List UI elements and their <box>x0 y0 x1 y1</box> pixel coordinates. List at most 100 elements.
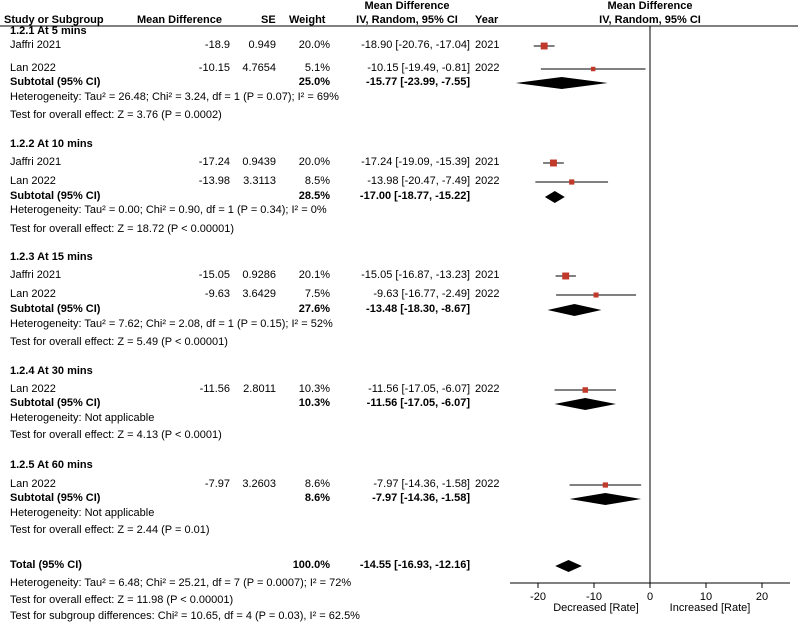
study-weight: 8.6% <box>304 478 330 490</box>
x-tick-label: 20 <box>756 591 768 603</box>
study-ci: -11.56 [-17.05, -6.07] <box>368 383 470 395</box>
study-weight: 7.5% <box>304 288 330 300</box>
subtotal-ci: -15.77 [-23.99, -7.55] <box>366 76 470 88</box>
study-se: 0.949 <box>248 39 276 51</box>
header-year: Year <box>475 14 499 26</box>
study-ci: -7.97 [-14.36, -1.58] <box>373 478 470 490</box>
study-weight: 5.1% <box>304 62 330 74</box>
total-overall-effect: Test for overall effect: Z = 11.98 (P < … <box>10 594 234 606</box>
study-year: 2022 <box>475 62 500 74</box>
header-plot-bottom: IV, Random, 95% CI <box>599 14 701 26</box>
study-md: -13.98 <box>198 175 230 187</box>
study-name: Jaffri 2021 <box>10 156 62 168</box>
heterogeneity-text: Heterogeneity: Tau² = 7.62; Chi² = 2.08,… <box>10 318 333 330</box>
subtotal-diamond <box>515 77 608 89</box>
study-se: 3.3113 <box>243 175 276 187</box>
study-name: Jaffri 2021 <box>10 269 62 281</box>
study-square <box>593 292 599 298</box>
subtotal-ci: -13.48 [-18.30, -8.67] <box>366 303 470 315</box>
overall-effect-text: Test for overall effect: Z = 4.13 (P < 0… <box>10 429 222 441</box>
study-md: -18.9 <box>204 39 230 51</box>
overall-effect-text: Test for overall effect: Z = 2.44 (P = 0… <box>10 524 210 536</box>
study-se: 2.8011 <box>243 383 276 395</box>
study-ci: -9.63 [-16.77, -2.49] <box>373 288 470 300</box>
study-square <box>569 179 575 185</box>
subtotal-diamond <box>544 191 565 203</box>
study-md: -9.63 <box>204 288 230 300</box>
study-year: 2021 <box>475 156 500 168</box>
subtotal-label: Subtotal (95% CI) <box>10 397 101 409</box>
study-square <box>590 66 596 72</box>
study-md: -7.97 <box>204 478 230 490</box>
subgroup-differences: Test for subgroup differences: Chi² = 10… <box>10 610 360 622</box>
study-year: 2022 <box>475 383 500 395</box>
subtotal-diamond <box>554 398 617 410</box>
heterogeneity-text: Heterogeneity: Tau² = 0.00; Chi² = 0.90,… <box>10 204 327 216</box>
study-se: 0.9286 <box>242 269 276 281</box>
subtotal-weight: 28.5% <box>298 190 330 202</box>
x-tick-label: 10 <box>700 591 712 603</box>
study-square <box>540 42 548 50</box>
header-ci-top: Mean Difference <box>364 0 450 12</box>
total-diamond <box>555 560 582 572</box>
study-name: Lan 2022 <box>10 62 56 74</box>
x-tick-label: 0 <box>647 591 653 603</box>
study-weight: 20.0% <box>298 156 330 168</box>
subtotal-label: Subtotal (95% CI) <box>10 76 101 88</box>
total-label: Total (95% CI) <box>10 559 82 571</box>
subtotal-ci: -17.00 [-18.77, -15.22] <box>359 190 470 202</box>
overall-effect-text: Test for overall effect: Z = 18.72 (P < … <box>10 223 235 235</box>
subtotal-weight: 25.0% <box>298 76 330 88</box>
subgroup-title: 1.2.1 At 5 mins <box>10 25 87 37</box>
header-mean-difference: Mean Difference <box>137 14 222 26</box>
study-square <box>549 159 557 167</box>
study-ci: -13.98 [-20.47, -7.49] <box>367 175 470 187</box>
subgroup-title: 1.2.5 At 60 mins <box>10 459 93 471</box>
header-ci-bottom: IV, Random, 95% CI <box>356 14 458 26</box>
study-se: 3.2603 <box>242 478 276 490</box>
subtotal-label: Subtotal (95% CI) <box>10 190 101 202</box>
study-name: Lan 2022 <box>10 478 56 490</box>
x-label-right: Increased [Rate] <box>670 602 751 614</box>
study-square <box>582 387 589 393</box>
study-weight: 8.5% <box>304 175 330 187</box>
study-md: -15.05 <box>198 269 230 281</box>
x-tick-label: -20 <box>530 591 546 603</box>
study-md: -10.15 <box>198 62 230 74</box>
heterogeneity-text: Heterogeneity: Tau² = 26.48; Chi² = 3.24… <box>10 91 339 103</box>
study-year: 2022 <box>475 288 500 300</box>
study-name: Jaffri 2021 <box>10 39 62 51</box>
overall-effect-text: Test for overall effect: Z = 3.76 (P = 0… <box>10 109 222 121</box>
study-year: 2021 <box>475 39 500 51</box>
study-ci: -18.90 [-20.76, -17.04] <box>361 39 470 51</box>
subtotal-weight: 27.6% <box>298 303 330 315</box>
study-ci: -17.24 [-19.09, -15.39] <box>361 156 470 168</box>
header-weight: Weight <box>289 14 326 26</box>
study-square <box>562 272 570 280</box>
study-weight: 20.1% <box>298 269 330 281</box>
study-weight: 10.3% <box>298 383 330 395</box>
subgroup-title: 1.2.2 At 10 mins <box>10 138 93 150</box>
study-ci: -15.05 [-16.87, -13.23] <box>361 269 470 281</box>
study-se: 0.9439 <box>242 156 276 168</box>
total-weight: 100.0% <box>292 559 330 571</box>
heterogeneity-text: Heterogeneity: Not applicable <box>10 412 155 424</box>
subgroup-title: 1.2.4 At 30 mins <box>10 365 93 377</box>
heterogeneity-text: Heterogeneity: Not applicable <box>10 507 155 519</box>
x-tick-label: -10 <box>586 591 602 603</box>
study-ci: -10.15 [-19.49, -0.81] <box>367 62 470 74</box>
study-name: Lan 2022 <box>10 175 56 187</box>
header-study: Study or Subgroup <box>4 14 104 26</box>
study-year: 2022 <box>475 175 500 187</box>
total-ci: -14.55 [-16.93, -12.16] <box>359 559 470 571</box>
study-md: -11.56 <box>199 383 230 395</box>
study-md: -17.24 <box>198 156 230 168</box>
study-weight: 20.0% <box>298 39 330 51</box>
study-year: 2021 <box>475 269 500 281</box>
study-year: 2022 <box>475 478 500 490</box>
subtotal-diamond <box>569 493 642 505</box>
subtotal-ci: -7.97 [-14.36, -1.58] <box>372 492 470 504</box>
subtotal-weight: 10.3% <box>298 397 330 409</box>
header-se: SE <box>261 14 276 26</box>
